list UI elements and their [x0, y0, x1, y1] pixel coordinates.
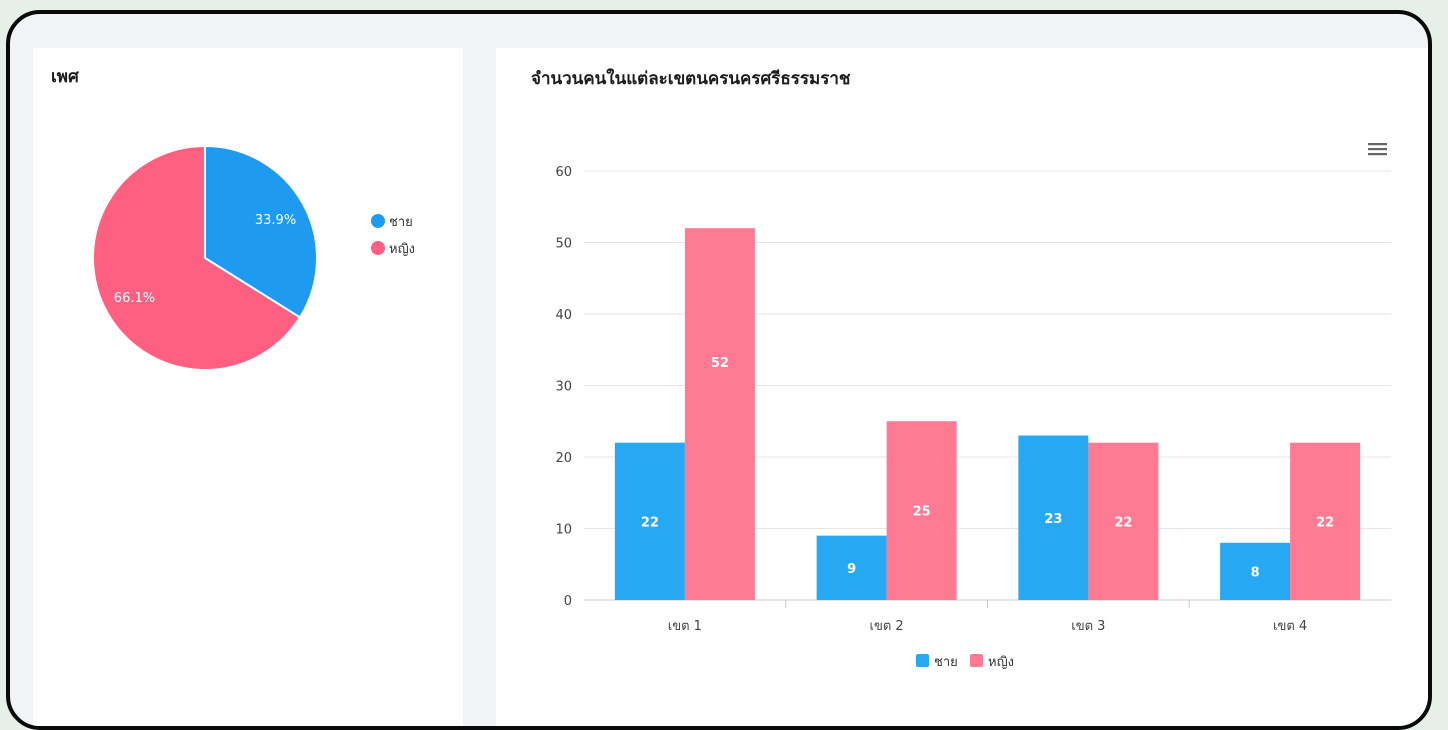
bar-panel-title: จำนวนคนในแต่ละเขตนครนครศรีธรรมราช [531, 69, 851, 89]
y-tick-label-60: 60 [555, 165, 572, 180]
bar-label-ชาย-1: 9 [847, 562, 856, 577]
bar-ชาย-3[interactable] [1220, 542, 1291, 600]
bar-label-หญิง-3: 22 [1316, 515, 1334, 530]
bar-label-หญิง-2: 22 [1114, 515, 1132, 530]
bar-หญิง-1[interactable] [886, 421, 957, 600]
bar-หญิง-0[interactable] [684, 228, 755, 600]
bar-ชาย-2[interactable] [1018, 435, 1089, 600]
y-tick-label-40: 40 [555, 308, 572, 323]
y-tick-label-0: 0 [564, 594, 572, 609]
gender-pie-panel: เพศ 33.9% 66.1% ชายหญิง [33, 48, 463, 726]
pie-legend-label-1[interactable]: หญิง [389, 242, 415, 257]
x-category-label-2: เขต 3 [1071, 619, 1105, 634]
bar-legend-label-1[interactable]: หญิง [988, 655, 1014, 670]
y-tick-label-20: 20 [555, 451, 572, 466]
bar-label-ชาย-3: 8 [1251, 565, 1260, 580]
bar-หญิง-3[interactable] [1290, 442, 1361, 600]
pie-legend-label-0[interactable]: ชาย [389, 215, 413, 230]
dashboard-frame: เพศ 33.9% 66.1% ชาย หญิง จำนวนคนในแต่ละเขตน… [6, 10, 1432, 730]
x-category-label-1: เขต 2 [870, 619, 904, 634]
bar-ชาย-0[interactable] [614, 442, 685, 600]
y-tick-label-10: 10 [555, 523, 572, 538]
x-category-label-0: เขต 1 [668, 619, 702, 634]
x-category-label-3: เขต 4 [1273, 619, 1307, 634]
bar-label-หญิง-0: 52 [711, 356, 729, 371]
district-bar-panel: จำนวนคนในแต่ละเขตนครนครศรีธรรมราช 0 10 20 3… [496, 48, 1428, 726]
bar-legend-label-0[interactable]: ชาย [934, 655, 958, 670]
pie-slice-label-0: 33.9% [255, 213, 296, 228]
pie-slice-1[interactable] [92, 144, 302, 371]
hamburger-menu-icon[interactable] [1368, 141, 1388, 161]
pie-legend-swatch-0 [371, 214, 385, 228]
bar-label-หญิง-1: 25 [913, 505, 931, 520]
bar-legend-swatch-0 [916, 654, 929, 667]
y-tick-label-30: 30 [555, 380, 572, 395]
bar-legend-swatch-1 [970, 654, 983, 667]
pie-slice-label-1: 66.1% [114, 291, 155, 306]
bar-label-ชาย-2: 23 [1044, 512, 1062, 527]
pie-legend-swatch-1 [371, 241, 385, 255]
bar-label-ชาย-0: 22 [641, 515, 659, 530]
y-tick-label-50: 50 [555, 237, 572, 252]
bar-หญิง-2[interactable] [1088, 442, 1159, 600]
district-bar-chart: 0 10 20 30 40 50 60 22 52 เขต 1 9 25 เขต 2 23 22 เขต 3 8… [555, 165, 1391, 670]
bar-ชาย-1[interactable] [816, 535, 887, 600]
pie-panel-title: เพศ [51, 67, 79, 87]
